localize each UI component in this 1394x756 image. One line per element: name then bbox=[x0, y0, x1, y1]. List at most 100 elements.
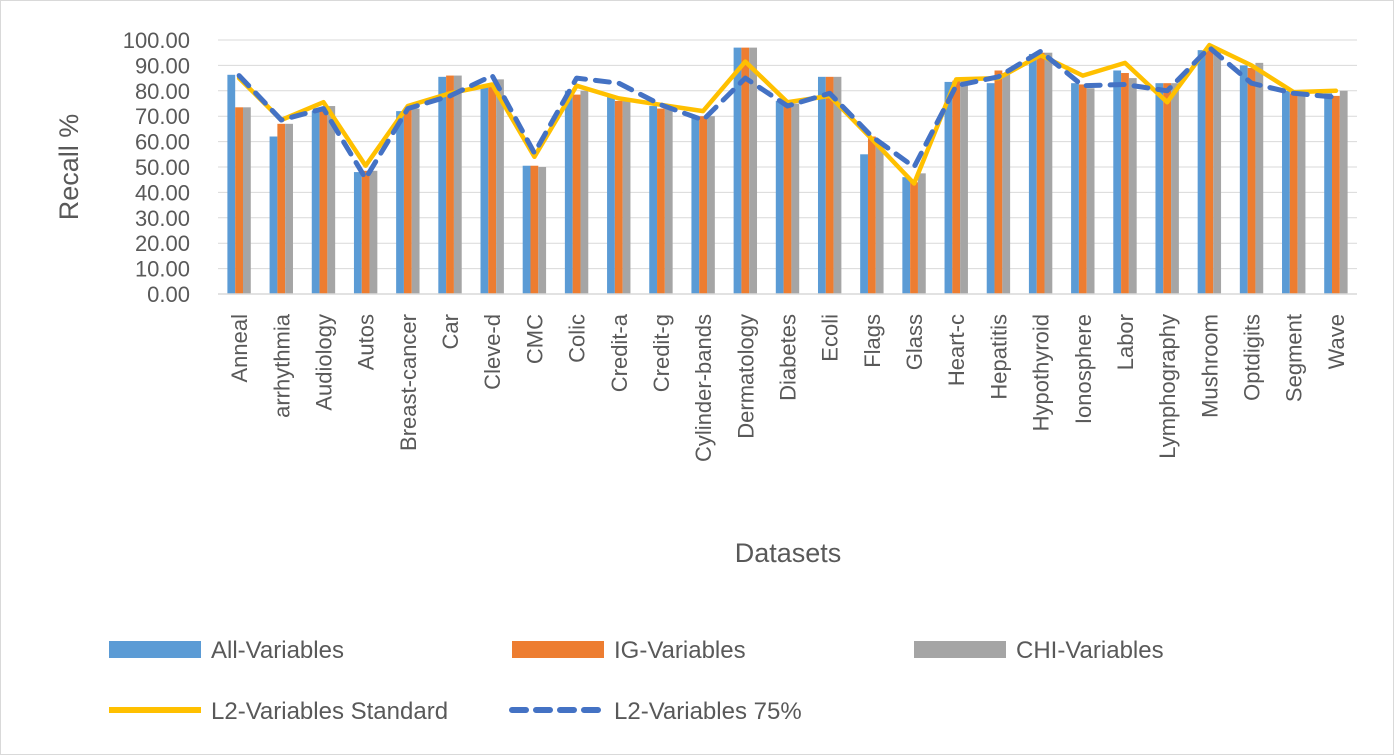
x-tick-label: Glass bbox=[902, 314, 927, 370]
bar-all-variables-ionosphere bbox=[1071, 83, 1079, 295]
bar-all-variables-lymphography bbox=[1155, 83, 1164, 295]
legend-swatch-all-variables bbox=[109, 641, 201, 658]
y-tick-label: 80.00 bbox=[135, 79, 190, 104]
bar-all-variables-breast-cancer bbox=[396, 111, 404, 295]
x-tick-label: CMC bbox=[522, 314, 547, 364]
bar-ig-variables-arrhythmia bbox=[277, 123, 286, 294]
bar-chi-variables-glass bbox=[917, 173, 926, 294]
bar-chi-variables-hepatitis bbox=[1002, 73, 1011, 295]
bar-chi-variables-ionosphere bbox=[1086, 88, 1095, 294]
bar-ig-variables-audiology bbox=[319, 107, 328, 294]
bar-chi-variables-labor bbox=[1128, 78, 1137, 294]
legend-label-l2-variables-standard: L2-Variables Standard bbox=[211, 698, 448, 725]
legend-label-chi-variables: CHI-Variables bbox=[1016, 637, 1164, 664]
bar-ig-variables-autos bbox=[361, 170, 370, 294]
bar-chi-variables-anneal bbox=[242, 107, 251, 294]
bar-ig-variables-diabetes bbox=[783, 106, 792, 294]
bar-chi-variables-mushroom bbox=[1213, 50, 1222, 294]
x-tick-label: Wave bbox=[1324, 314, 1349, 369]
bar-chi-variables-car bbox=[453, 75, 462, 294]
x-tick-label: Flags bbox=[860, 314, 885, 368]
x-tick-label: Cleve-d bbox=[480, 314, 505, 390]
bar-ig-variables-car bbox=[446, 75, 454, 294]
bar-ig-variables-wave bbox=[1332, 95, 1340, 294]
bar-chi-variables-heart-c bbox=[960, 80, 968, 294]
bar-chi-variables-cmc bbox=[538, 167, 547, 294]
bar-chi-variables-credit-a bbox=[622, 98, 631, 294]
bar-all-variables-wave bbox=[1324, 93, 1333, 294]
line-l2-variables-75 bbox=[236, 45, 1339, 181]
bar-ig-variables-segment bbox=[1289, 93, 1298, 294]
bar-all-variables-dermatology bbox=[733, 47, 742, 295]
bar-chi-variables-flags bbox=[875, 141, 884, 294]
bar-ig-variables-optdigits bbox=[1247, 67, 1256, 294]
bar-chi-variables-breast-cancer bbox=[411, 108, 420, 294]
bar-ig-variables-glass bbox=[910, 182, 918, 294]
legend-swatch-ig-variables bbox=[512, 641, 604, 658]
bar-all-variables-cmc bbox=[522, 165, 531, 294]
legend-swatch-chi-variables bbox=[914, 641, 1006, 658]
y-axis-ticks: 0.0010.0020.0030.0040.0050.0060.0070.008… bbox=[123, 28, 190, 307]
bar-all-variables-hypothyroid bbox=[1028, 53, 1037, 294]
y-tick-label: 30.00 bbox=[135, 206, 190, 231]
bar-chi-variables-wave bbox=[1339, 90, 1348, 294]
bar-series bbox=[227, 47, 1348, 295]
bar-all-variables-anneal bbox=[227, 74, 236, 294]
bar-chi-variables-credit-g bbox=[664, 108, 673, 294]
legend-label-l2-variables-75: L2-Variables 75% bbox=[614, 698, 802, 725]
x-tick-label: Dermatology bbox=[733, 314, 758, 439]
y-tick-label: 100.00 bbox=[123, 28, 190, 53]
y-tick-label: 60.00 bbox=[135, 130, 190, 155]
x-tick-label: Heart-c bbox=[944, 314, 969, 386]
bar-all-variables-arrhythmia bbox=[269, 136, 278, 294]
bar-all-variables-optdigits bbox=[1239, 65, 1248, 295]
bar-chi-variables-arrhythmia bbox=[285, 123, 293, 294]
x-tick-label: Labor bbox=[1113, 314, 1138, 370]
bar-all-variables-hepatitis bbox=[986, 83, 995, 295]
bar-chi-variables-colic bbox=[580, 90, 589, 294]
x-tick-label: Cylinder-bands bbox=[691, 314, 716, 462]
bar-chi-variables-optdigits bbox=[1255, 62, 1264, 294]
bar-ig-variables-anneal bbox=[235, 107, 243, 294]
y-tick-label: 40.00 bbox=[135, 180, 190, 205]
bar-ig-variables-hepatitis bbox=[994, 70, 1003, 294]
bar-chi-variables-segment bbox=[1297, 90, 1306, 294]
bar-all-variables-cylinder-bands bbox=[691, 116, 700, 294]
x-tick-label: Credit-g bbox=[649, 314, 674, 392]
bar-ig-variables-credit-g bbox=[657, 108, 665, 294]
bar-chi-variables-cylinder-bands bbox=[707, 116, 715, 294]
bar-all-variables-colic bbox=[564, 90, 573, 294]
x-tick-label: Mushroom bbox=[1197, 314, 1222, 418]
bar-ig-variables-hypothyroid bbox=[1036, 52, 1045, 295]
x-tick-label: Diabetes bbox=[776, 314, 801, 401]
bar-all-variables-flags bbox=[860, 154, 868, 294]
bar-ig-variables-labor bbox=[1121, 73, 1129, 295]
bar-chi-variables-cleve-d bbox=[496, 79, 504, 295]
bar-chi-variables-audiology bbox=[327, 106, 336, 294]
x-tick-label: Colic bbox=[565, 314, 590, 363]
x-tick-label: Audiology bbox=[312, 314, 337, 411]
legend-label-ig-variables: IG-Variables bbox=[614, 637, 746, 664]
bar-ig-variables-ionosphere bbox=[1078, 84, 1087, 294]
x-tick-label: Ionosphere bbox=[1071, 314, 1096, 424]
bar-all-variables-car bbox=[438, 76, 447, 294]
bar-all-variables-cleve-d bbox=[480, 85, 489, 294]
x-tick-label: Anneal bbox=[227, 314, 252, 383]
bar-all-variables-credit-g bbox=[649, 106, 658, 294]
bar-ig-variables-heart-c bbox=[952, 80, 961, 294]
y-tick-label: 0.00 bbox=[147, 282, 190, 307]
legend: All-Variables IG-Variables CHI-Variables L2… bbox=[109, 637, 1164, 725]
x-tick-label: Autos bbox=[354, 314, 379, 370]
bar-all-variables-diabetes bbox=[775, 100, 784, 295]
x-tick-label: Hepatitis bbox=[986, 314, 1011, 400]
bar-all-variables-labor bbox=[1113, 70, 1122, 294]
x-axis-title: Datasets bbox=[735, 538, 842, 568]
bar-ig-variables-cylinder-bands bbox=[699, 116, 708, 294]
bar-ig-variables-colic bbox=[572, 94, 581, 294]
line-series bbox=[236, 42, 1339, 186]
bar-ig-variables-cleve-d bbox=[488, 83, 497, 295]
bar-ig-variables-credit-a bbox=[614, 100, 623, 295]
bar-ig-variables-flags bbox=[867, 136, 876, 294]
bar-chi-variables-autos bbox=[369, 170, 378, 294]
